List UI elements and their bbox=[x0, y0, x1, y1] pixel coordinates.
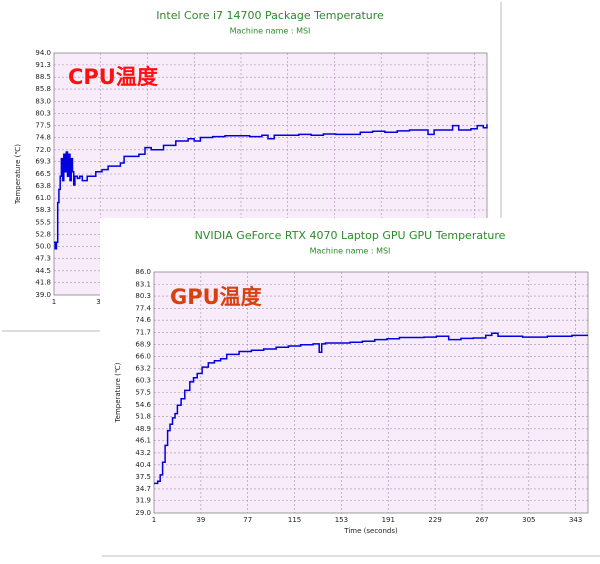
y-tick-label: 37.5 bbox=[135, 473, 151, 481]
y-tick-label: 52.8 bbox=[35, 230, 51, 238]
y-tick-label: 68.9 bbox=[135, 340, 151, 348]
y-tick-label: 51.8 bbox=[135, 413, 151, 421]
y-tick-label: 60.3 bbox=[135, 377, 151, 385]
x-tick-label: 267 bbox=[475, 516, 488, 524]
y-tick-label: 44.5 bbox=[35, 267, 51, 275]
y-tick-label: 71.7 bbox=[135, 328, 151, 336]
y-tick-label: 48.9 bbox=[135, 425, 151, 433]
chart-panel: NVIDIA GeForce RTX 4070 Laptop GPU GPU T… bbox=[100, 218, 600, 557]
y-axis-label: Temperature (℃) bbox=[14, 144, 22, 205]
y-tick-label: 39.0 bbox=[35, 291, 51, 299]
y-tick-label: 69.3 bbox=[35, 158, 51, 166]
y-tick-label: 91.3 bbox=[35, 61, 51, 69]
y-tick-label: 46.1 bbox=[135, 437, 151, 445]
y-tick-label: 94.0 bbox=[35, 49, 51, 57]
y-tick-label: 66.0 bbox=[135, 353, 151, 361]
y-tick-label: 85.8 bbox=[35, 85, 51, 93]
x-axis-label: Time (seconds) bbox=[343, 527, 398, 535]
chart-subtitle: Machine name : MSI bbox=[310, 247, 391, 256]
y-tick-label: 66.5 bbox=[35, 170, 51, 178]
y-tick-label: 88.5 bbox=[35, 73, 51, 81]
y-tick-label: 77.4 bbox=[135, 304, 151, 312]
y-tick-label: 72.0 bbox=[35, 146, 51, 154]
line-series bbox=[54, 124, 488, 250]
y-tick-label: 41.8 bbox=[35, 279, 51, 287]
y-tick-label: 74.8 bbox=[35, 133, 51, 141]
chart-title: NVIDIA GeForce RTX 4070 Laptop GPU GPU T… bbox=[195, 229, 506, 242]
y-tick-label: 77.5 bbox=[35, 122, 51, 130]
y-tick-label: 63.2 bbox=[135, 364, 151, 372]
y-tick-label: 74.6 bbox=[135, 316, 151, 324]
y-axis-label: Temperature (℃) bbox=[114, 362, 122, 423]
y-tick-label: 43.2 bbox=[135, 449, 151, 457]
y-tick-label: 83.0 bbox=[35, 97, 51, 105]
x-tick-label: 1 bbox=[52, 298, 56, 306]
y-tick-label: 29.0 bbox=[135, 509, 151, 517]
line-series bbox=[154, 332, 588, 485]
x-tick-label: 229 bbox=[428, 516, 441, 524]
y-tick-label: 80.3 bbox=[135, 292, 151, 300]
chart-subtitle: Machine name : MSI bbox=[230, 27, 311, 36]
annotation: CPU温度 bbox=[68, 65, 158, 89]
y-tick-label: 83.1 bbox=[135, 280, 151, 288]
y-tick-label: 34.7 bbox=[135, 485, 151, 493]
y-tick-label: 61.0 bbox=[35, 194, 51, 202]
y-tick-label: 47.3 bbox=[35, 254, 51, 262]
x-tick-label: 305 bbox=[522, 516, 535, 524]
x-tick-label: 153 bbox=[335, 516, 348, 524]
y-tick-label: 54.6 bbox=[135, 401, 151, 409]
x-tick-label: 39 bbox=[196, 516, 205, 524]
y-tick-label: 80.3 bbox=[35, 109, 51, 117]
y-tick-label: 63.8 bbox=[35, 182, 51, 190]
x-tick-label: 77 bbox=[243, 516, 252, 524]
y-tick-label: 57.5 bbox=[135, 389, 151, 397]
y-tick-label: 86.0 bbox=[135, 268, 151, 276]
x-tick-label: 343 bbox=[569, 516, 582, 524]
annotation: GPU温度 bbox=[170, 285, 262, 309]
y-tick-label: 31.9 bbox=[135, 497, 151, 505]
x-tick-label: 1 bbox=[152, 516, 156, 524]
y-tick-label: 58.3 bbox=[35, 206, 51, 214]
y-tick-label: 40.4 bbox=[135, 461, 151, 469]
chart-title: Intel Core i7 14700 Package Temperature bbox=[156, 9, 384, 22]
y-tick-label: 50.0 bbox=[35, 243, 51, 251]
x-tick-label: 191 bbox=[382, 516, 395, 524]
y-tick-label: 55.5 bbox=[35, 218, 51, 226]
x-tick-label: 115 bbox=[288, 516, 301, 524]
